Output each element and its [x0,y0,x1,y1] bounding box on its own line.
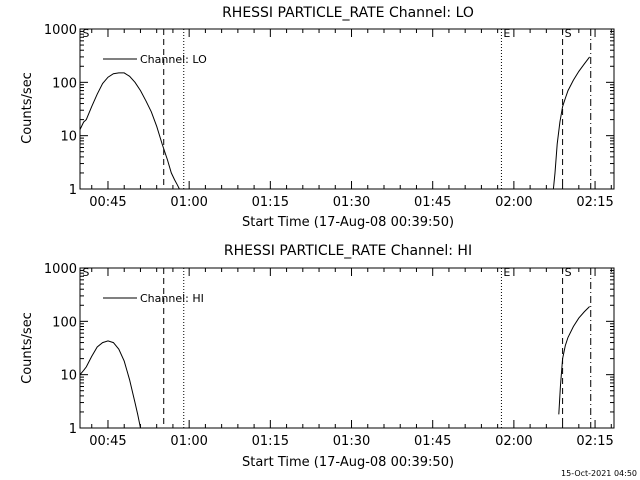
marker-label: S [565,27,572,40]
plot-frame [79,28,615,190]
x-tick-label: 02:00 [495,195,532,210]
x-tick-label: 00:45 [89,434,126,449]
legend-label: Channel: HI [140,292,204,305]
chart-title: RHESSI PARTICLE_RATE Channel: HI [224,243,472,259]
y-axis-label: Counts/sec [20,72,35,144]
plot-frame [79,267,615,429]
marker-label: S [565,266,572,279]
x-tick-label: 02:15 [576,195,613,210]
x-tick-label: 01:30 [333,195,370,210]
marker-label: S [82,27,89,40]
series-line [79,72,181,190]
y-tick-label: 1000 [44,262,77,277]
marker-label: S [82,266,89,279]
axis-ticks: 00:45 01:00 01:15 01:30 01:45 02:00 02:15 1 10 10… [44,262,614,449]
panel-hi: RHESSI PARTICLE_RATE Channel: HI Counts/… [20,243,615,470]
y-tick-label: 100 [52,76,77,91]
y-axis-label: Counts/sec [20,312,35,384]
series-line [79,340,141,429]
x-axis-label: Start Time (17-Aug-08 00:39:50) [242,455,454,470]
y-tick-label: 100 [52,315,77,330]
data-series [79,56,590,190]
x-axis-label: Start Time (17-Aug-08 00:39:50) [242,215,454,230]
x-tick-label: 00:45 [89,195,126,210]
x-tick-label: 02:00 [495,434,532,449]
y-tick-label: 10 [60,369,77,384]
data-series [79,306,590,429]
x-tick-label: 01:00 [170,195,207,210]
axis-ticks: 00:45 01:00 01:15 01:30 01:45 02:00 02:15 1 10 10… [44,23,614,210]
y-tick-label: 1 [69,183,77,198]
x-tick-label: 01:45 [414,195,451,210]
x-tick-label: 01:00 [170,434,207,449]
panel-lo: RHESSI PARTICLE_RATE Channel: LO Counts/… [20,5,615,230]
legend-label: Channel: LO [140,53,207,66]
chart-title: RHESSI PARTICLE_RATE Channel: LO [222,5,474,21]
x-tick-label: 01:15 [252,195,289,210]
legend: Channel: HI [103,292,204,305]
legend: Channel: LO [103,53,207,66]
x-tick-label: 02:15 [576,434,613,449]
y-tick-label: 1 [69,422,77,437]
x-tick-label: 01:15 [252,434,289,449]
y-tick-label: 1000 [44,23,77,38]
series-line [558,306,590,415]
marker-label: E [503,266,510,279]
series-line [552,56,590,190]
footer-timestamp: 15-Oct-2021 04:50 [561,469,637,478]
y-tick-label: 10 [60,130,77,145]
x-tick-label: 01:45 [414,434,451,449]
x-tick-label: 01:30 [333,434,370,449]
marker-label: E [503,27,510,40]
